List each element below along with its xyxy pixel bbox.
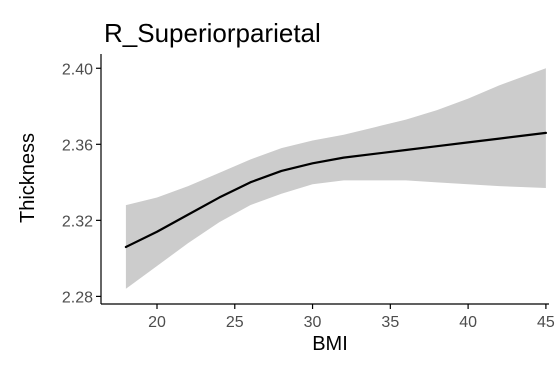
- y-tick-label: 2.28: [62, 289, 93, 306]
- fit-line: [124, 131, 547, 249]
- y-tick-label: 2.40: [62, 61, 93, 78]
- x-tick-label: 20: [148, 314, 166, 331]
- x-tick-label: 25: [226, 314, 244, 331]
- x-axis-ticks: 20 25 30 35 40 45: [148, 304, 555, 331]
- plot-area: [124, 68, 547, 289]
- confidence-band: [125, 68, 546, 289]
- x-tick-label: 30: [304, 314, 322, 331]
- x-axis-title: BMI: [312, 333, 348, 355]
- y-axis-title: Thickness: [17, 133, 39, 223]
- y-tick-label: 2.32: [62, 213, 93, 230]
- chart-title: R_Superiorparietal: [104, 18, 321, 48]
- y-axis-ticks: 2.28 2.32 2.36 2.40: [62, 61, 101, 306]
- x-tick-label: 40: [459, 314, 477, 331]
- x-tick-label: 35: [381, 314, 399, 331]
- x-tick-label: 45: [537, 314, 555, 331]
- y-tick-label: 2.36: [62, 137, 93, 154]
